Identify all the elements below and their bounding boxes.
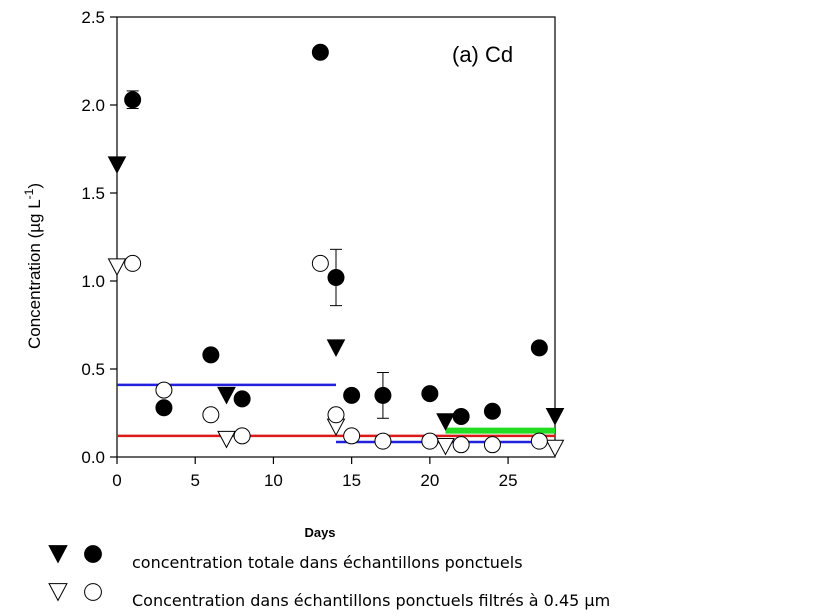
data-point-open-triangle xyxy=(109,259,126,275)
data-point-open-circle xyxy=(203,407,219,423)
y-tick-label: 2.0 xyxy=(81,96,105,115)
y-tick-label: 2.5 xyxy=(81,8,105,27)
data-point-filled-circle xyxy=(85,546,102,563)
x-tick-label: 20 xyxy=(420,471,439,490)
x-tick-label: 10 xyxy=(264,471,283,490)
plot-frame xyxy=(117,17,555,457)
data-point-filled-circle xyxy=(422,386,438,402)
data-point-open-circle xyxy=(85,584,102,601)
x-tick-label: 0 xyxy=(112,471,121,490)
data-point-open-circle xyxy=(531,433,547,449)
data-point-filled-circle xyxy=(156,400,172,416)
x-tick-label: 25 xyxy=(499,471,518,490)
data-point-open-triangle xyxy=(218,431,235,447)
data-point-open-circle xyxy=(312,255,328,271)
legend-label: Concentration dans échantillons ponctuel… xyxy=(132,591,610,610)
data-point-open-circle xyxy=(484,437,500,453)
y-tick-label: 1.0 xyxy=(81,272,105,291)
data-point-filled-circle xyxy=(234,391,250,407)
y-tick-label: 0.5 xyxy=(81,360,105,379)
data-point-filled-triangle xyxy=(49,546,67,563)
data-marks xyxy=(109,44,564,456)
data-point-filled-circle xyxy=(531,340,547,356)
y-tick-label: 0.0 xyxy=(81,448,105,467)
data-point-filled-triangle xyxy=(437,414,454,430)
data-point-filled-circle xyxy=(328,269,344,285)
data-point-filled-circle xyxy=(453,409,469,425)
data-point-filled-triangle xyxy=(547,409,564,425)
data-point-filled-triangle xyxy=(109,157,126,173)
axes: 0 5 10 15 20 25 0.0 0.5 1.0 1.5 2.0 2.5 xyxy=(81,8,555,490)
data-point-open-circle xyxy=(156,382,172,398)
legend: concentration totale dans échantillons p… xyxy=(49,546,610,610)
data-point-open-circle xyxy=(375,433,391,449)
data-point-filled-circle xyxy=(375,387,391,403)
data-point-open-triangle xyxy=(49,584,67,601)
data-point-filled-circle xyxy=(125,92,141,108)
x-tick-label: 15 xyxy=(342,471,361,490)
data-point-open-circle xyxy=(344,428,360,444)
y-axis-label-main: Concentration (µg L xyxy=(25,199,44,349)
data-point-open-circle xyxy=(453,437,469,453)
data-point-filled-triangle xyxy=(218,387,235,403)
legend-label: concentration totale dans échantillons p… xyxy=(132,553,523,572)
data-point-open-triangle xyxy=(437,438,454,454)
x-axis-label: Days xyxy=(304,525,335,540)
data-point-open-circle xyxy=(125,255,141,271)
data-point-filled-circle xyxy=(312,44,328,60)
y-axis-label-sup: -1 xyxy=(22,188,36,199)
data-point-filled-circle xyxy=(484,403,500,419)
data-point-open-circle xyxy=(328,407,344,423)
data-point-open-circle xyxy=(234,428,250,444)
data-point-filled-circle xyxy=(344,387,360,403)
data-point-filled-triangle xyxy=(328,340,345,356)
y-tick-label: 1.5 xyxy=(81,184,105,203)
y-axis-label-end: ) xyxy=(25,183,44,189)
data-point-open-circle xyxy=(422,433,438,449)
panel-label: (a) Cd xyxy=(452,42,513,67)
y-axis-label: Concentration (µg L-1) xyxy=(22,183,44,349)
x-tick-label: 5 xyxy=(190,471,199,490)
data-point-filled-circle xyxy=(203,347,219,363)
data-point-open-triangle xyxy=(547,440,564,456)
